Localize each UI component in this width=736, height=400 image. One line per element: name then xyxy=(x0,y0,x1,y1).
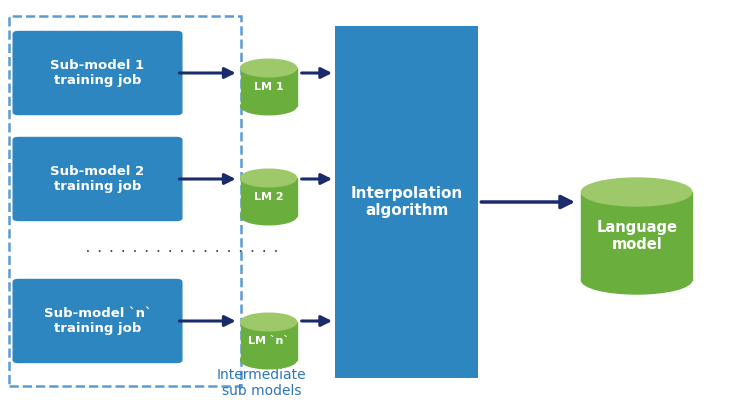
Ellipse shape xyxy=(241,97,297,115)
Bar xyxy=(581,192,692,280)
Text: LM 2: LM 2 xyxy=(254,192,283,202)
Text: Language
model: Language model xyxy=(596,220,677,252)
Ellipse shape xyxy=(581,178,692,206)
Ellipse shape xyxy=(241,351,297,369)
FancyBboxPatch shape xyxy=(13,31,183,115)
FancyBboxPatch shape xyxy=(13,279,183,363)
Text: Sub-model `n`
training job: Sub-model `n` training job xyxy=(43,307,152,335)
Ellipse shape xyxy=(581,266,692,294)
Bar xyxy=(9,16,241,386)
Bar xyxy=(241,68,297,106)
Bar xyxy=(241,178,297,216)
Text: · · · · · · · · · · · · · · · · ·: · · · · · · · · · · · · · · · · · xyxy=(85,247,278,257)
Text: LM 1: LM 1 xyxy=(254,82,283,92)
Ellipse shape xyxy=(241,169,297,187)
Text: LM `n`: LM `n` xyxy=(248,336,289,346)
Text: Sub-model 2
training job: Sub-model 2 training job xyxy=(51,165,144,193)
Text: Intermediate
sub models: Intermediate sub models xyxy=(216,368,306,398)
Text: Sub-model 1
training job: Sub-model 1 training job xyxy=(51,59,144,87)
Ellipse shape xyxy=(241,313,297,331)
Ellipse shape xyxy=(241,207,297,225)
Text: Interpolation
algorithm: Interpolation algorithm xyxy=(350,186,463,218)
FancyBboxPatch shape xyxy=(13,137,183,221)
Ellipse shape xyxy=(241,59,297,77)
Bar xyxy=(335,26,478,378)
Bar xyxy=(241,322,297,360)
